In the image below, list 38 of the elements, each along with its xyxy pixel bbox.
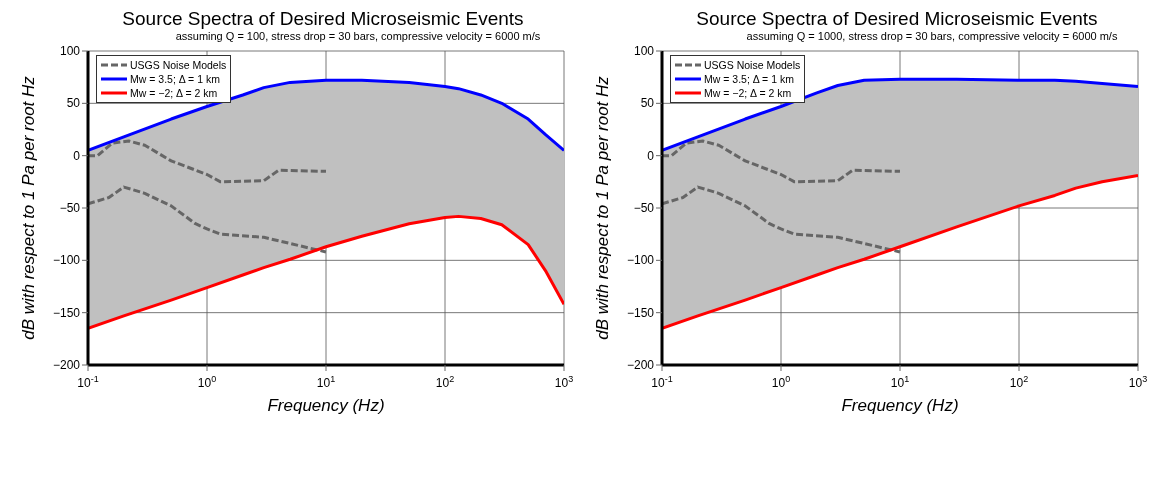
x-axis-title: Frequency (Hz) — [841, 396, 959, 415]
chart-title: Source Spectra of Desired Microseismic Events — [695, 8, 1099, 30]
legend-label: Mw = −2; Δ = 2 km — [704, 87, 792, 99]
x-tick-label: 10$^{2}$ — [435, 374, 455, 390]
y-tick-label: 0 — [73, 148, 81, 163]
legend-label: Mw = −2; Δ = 2 km — [130, 87, 218, 99]
y-tick-label: 0 — [647, 148, 655, 163]
chart-subtitle: assuming Q = 100, stress drop = 30 bars, compressive velocity = 6000 m/s — [174, 30, 542, 43]
x-tick-label: 10$^{1}$ — [890, 374, 910, 390]
x-tick-label: 10$^{1}$ — [316, 374, 336, 390]
y-tick-label: −100 — [626, 253, 655, 268]
legend-label: USGS Noise Models — [704, 59, 801, 71]
chart-title: Source Spectra of Desired Microseismic Events — [121, 8, 525, 30]
x-tick-label: 10$^{0}$ — [771, 374, 791, 390]
x-tick-label: 10$^{2}$ — [1009, 374, 1029, 390]
y-axis-title: dB with respect to 1 Pa per root Hz — [593, 75, 613, 340]
legend-label: Mw = 3.5; Δ = 1 km — [130, 73, 220, 85]
legend-label: USGS Noise Models — [130, 59, 227, 71]
y-tick-label: 50 — [640, 96, 655, 111]
x-tick-label: 10$^{-1}$ — [651, 374, 673, 390]
y-tick-label: −150 — [626, 305, 655, 320]
y-tick-label: −200 — [52, 358, 81, 372]
chart-subtitle: assuming Q = 1000, stress drop = 30 bars, compressive velocity = 6000 m/s — [745, 30, 1119, 43]
y-tick-label: −50 — [633, 201, 655, 215]
x-tick-label: 10$^{3}$ — [1128, 374, 1148, 390]
legend-label: Mw = 3.5; Δ = 1 km — [704, 73, 794, 85]
y-tick-label: 100 — [59, 44, 81, 58]
y-tick-label: −100 — [52, 253, 81, 268]
x-tick-label: 10$^{-1}$ — [77, 374, 99, 390]
x-tick-label: 10$^{3}$ — [554, 374, 574, 390]
y-tick-label: −200 — [626, 358, 655, 372]
x-tick-label: 10$^{0}$ — [197, 374, 217, 390]
x-axis-title: Frequency (Hz) — [267, 396, 385, 415]
y-tick-label: −50 — [59, 201, 81, 215]
y-tick-label: 50 — [66, 96, 81, 111]
y-axis-title: dB with respect to 1 Pa per root Hz — [19, 75, 39, 340]
y-tick-label: −150 — [52, 305, 81, 320]
y-tick-label: 100 — [633, 44, 655, 58]
